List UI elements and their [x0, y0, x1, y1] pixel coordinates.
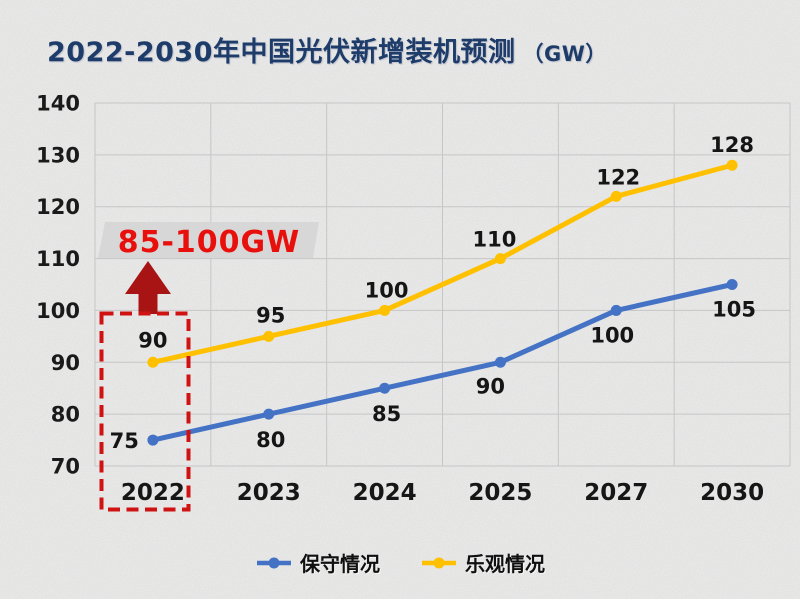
annotation-label: 85-100GW — [118, 225, 301, 260]
data-label: 95 — [256, 303, 285, 327]
data-label: 100 — [365, 278, 409, 302]
chart-title-text: 2022-2030年中国光伏新增装机预测 — [47, 37, 516, 68]
data-point — [379, 382, 391, 394]
y-tick-label: 100 — [36, 299, 80, 323]
data-label: 80 — [256, 428, 285, 452]
data-point — [494, 253, 506, 265]
up-arrow-icon — [125, 261, 171, 314]
legend-line-icon — [422, 557, 456, 568]
data-label: 90 — [476, 374, 505, 398]
data-point — [379, 304, 391, 316]
data-point — [147, 356, 159, 368]
chart-title: 2022-2030年中国光伏新增装机预测 （GW） — [47, 30, 607, 69]
x-tick-label: 2025 — [468, 480, 532, 506]
x-tick-label: 2027 — [584, 480, 648, 506]
x-tick-label: 2030 — [700, 480, 764, 506]
data-label: 90 — [138, 328, 167, 352]
data-label: 85 — [372, 402, 401, 426]
y-tick-label: 80 — [51, 403, 80, 427]
legend-label-conservative: 保守情况 — [300, 552, 380, 576]
y-tick-label: 140 — [36, 92, 80, 116]
y-tick-label: 120 — [36, 195, 80, 219]
data-label: 100 — [590, 323, 634, 347]
chart-title-unit: （GW） — [522, 42, 607, 66]
data-point — [726, 279, 738, 290]
legend-label-optimistic: 乐观情况 — [465, 552, 545, 576]
legend-item-conservative: 保守情况 — [255, 548, 380, 577]
y-tick-label: 90 — [51, 351, 80, 375]
data-point — [263, 330, 275, 342]
data-point — [147, 434, 159, 446]
x-tick-label: 2024 — [353, 480, 417, 506]
data-labels: 75 80 85 90 100 105 90 95 100 110 122 128 — [110, 133, 756, 453]
data-label: 122 — [596, 165, 640, 189]
data-label: 110 — [472, 228, 516, 252]
data-point — [263, 408, 275, 420]
y-tick-label: 130 — [36, 143, 80, 167]
data-label: 105 — [712, 298, 756, 322]
x-tick-label: 2023 — [237, 480, 301, 506]
chart-legend: 保守情况 乐观情况 — [0, 548, 800, 577]
data-label: 75 — [110, 429, 139, 453]
legend-item-optimistic: 乐观情况 — [420, 548, 545, 577]
data-point — [494, 356, 506, 368]
y-tick-label: 70 — [51, 455, 80, 479]
data-point — [726, 159, 738, 171]
data-point — [610, 190, 622, 202]
legend-line-icon — [257, 557, 291, 568]
y-tick-label: 110 — [36, 247, 80, 271]
data-point — [610, 304, 622, 316]
data-label: 128 — [710, 133, 754, 157]
x-tick-label: 2022 — [121, 480, 185, 506]
